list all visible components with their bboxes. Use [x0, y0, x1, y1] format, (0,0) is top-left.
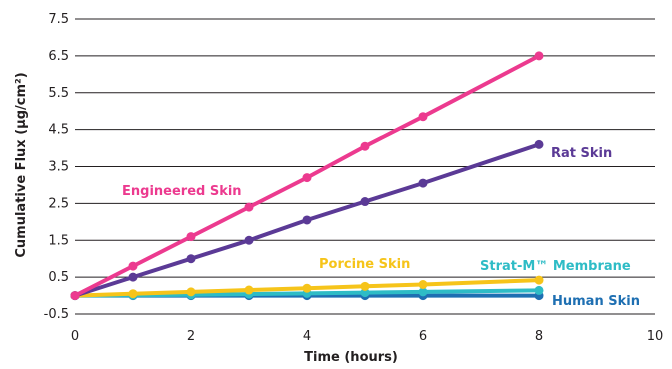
- data-point-engineered-skin: [360, 141, 370, 151]
- x-axis-ticks: 0 2 4 6 8 10: [71, 329, 663, 344]
- x-tick-label: 6: [419, 329, 427, 344]
- y-tick-label: 2.5: [48, 196, 69, 211]
- series-line-porcine-skin: [73, 278, 541, 298]
- series-label-human-skin: Human Skin: [552, 294, 640, 309]
- data-point-strat-m-membrane: [360, 288, 370, 298]
- x-tick-label: 2: [187, 329, 195, 344]
- x-tick-label: 10: [647, 329, 664, 344]
- series-labels: Human Skin Strat-M™ Membrane Porcine Skin R…: [122, 146, 640, 309]
- data-point-porcine-skin: [418, 280, 428, 289]
- grid: [75, 18, 655, 315]
- data-point-engineered-skin: [244, 202, 254, 212]
- series: [70, 51, 544, 301]
- data-point-porcine-skin: [128, 289, 138, 299]
- y-tick-label: 1.5: [48, 233, 69, 248]
- x-tick-label: 8: [535, 329, 543, 344]
- data-point-rat-skin: [244, 235, 254, 245]
- series-line-engineered-skin: [73, 53, 541, 298]
- y-tick-label: -0.5: [44, 307, 69, 322]
- data-point-engineered-skin: [418, 112, 428, 122]
- data-point-rat-skin: [186, 254, 196, 264]
- x-axis-title: Time (hours): [304, 350, 398, 365]
- data-point-engineered-skin: [70, 291, 80, 301]
- data-point-engineered-skin: [128, 261, 138, 271]
- data-point-engineered-skin: [534, 51, 544, 61]
- data-point-rat-skin: [360, 197, 370, 207]
- y-tick-label: 4.5: [48, 123, 69, 138]
- data-point-rat-skin: [534, 139, 544, 149]
- series-label-porcine-skin: Porcine Skin: [319, 257, 410, 272]
- data-point-rat-skin: [418, 178, 428, 188]
- data-point-porcine-skin: [534, 275, 544, 285]
- data-point-porcine-skin: [244, 285, 254, 295]
- y-tick-label: 5.5: [48, 86, 69, 101]
- series-line-rat-skin: [73, 142, 541, 298]
- data-point-rat-skin: [302, 215, 312, 225]
- y-tick-label: 0.5: [48, 270, 69, 285]
- data-point-porcine-skin: [302, 283, 312, 293]
- y-axis-ticks: -0.5 0.5 1.5 2.5 3.5 4.5 5.5 6.5 7.5: [44, 12, 69, 322]
- y-tick-label: 6.5: [48, 49, 69, 64]
- y-axis-title: Cumulative Flux (µg/cm²): [14, 72, 29, 257]
- data-point-rat-skin: [128, 272, 138, 282]
- series-label-strat-m-membrane: Strat-M™ Membrane: [480, 259, 631, 274]
- data-point-strat-m-membrane: [534, 285, 544, 295]
- data-point-porcine-skin: [186, 287, 196, 297]
- x-tick-label: 4: [303, 329, 311, 344]
- data-point-engineered-skin: [302, 173, 312, 183]
- data-point-porcine-skin: [360, 281, 370, 291]
- series-label-rat-skin: Rat Skin: [551, 146, 612, 161]
- y-tick-label: 3.5: [48, 160, 69, 175]
- x-tick-label: 0: [71, 329, 79, 344]
- y-tick-label: 7.5: [48, 12, 69, 27]
- series-label-engineered-skin: Engineered Skin: [122, 184, 242, 199]
- data-point-strat-m-membrane: [418, 287, 428, 297]
- data-point-engineered-skin: [186, 232, 196, 242]
